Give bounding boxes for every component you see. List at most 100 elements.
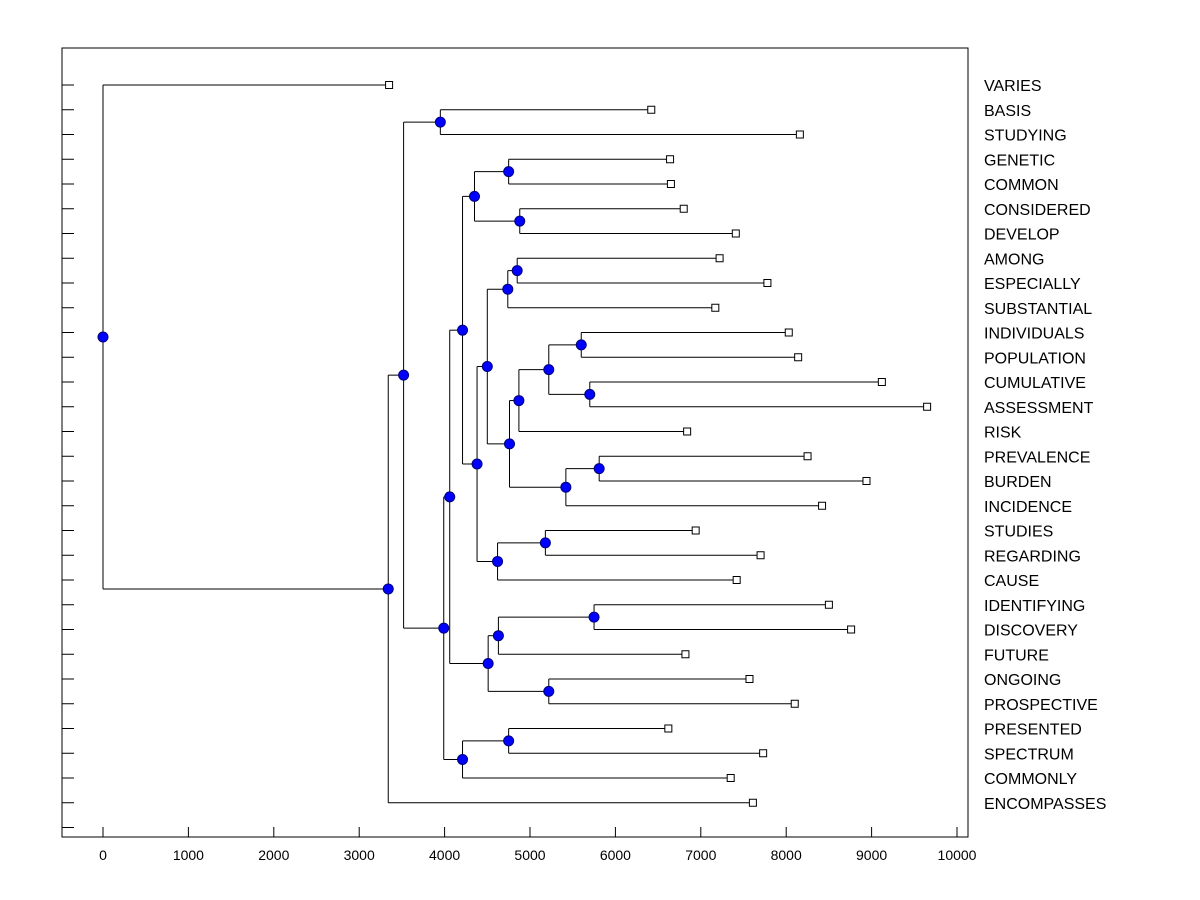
leaf-label-especially: ESPECIALLY (984, 276, 1081, 293)
leaf-label-identifying: IDENTIFYING (984, 598, 1085, 615)
leaf-marker-studies (691, 526, 700, 535)
merge-node-n18 (457, 324, 469, 336)
leaf-label-genetic: GENETIC (984, 152, 1055, 169)
x-tick-label: 1000 (173, 847, 204, 863)
leaf-label-burden: BURDEN (984, 474, 1052, 491)
leaf-label-population: POPULATION (984, 350, 1086, 367)
merge-node-n1 (434, 116, 446, 128)
leaf-marker-ongoing (745, 675, 754, 683)
x-tick-label: 9000 (856, 847, 887, 863)
merge-node-n7 (575, 339, 587, 351)
leaf-label-cause: CAUSE (984, 573, 1039, 590)
merge-node-n9 (543, 364, 555, 376)
leaf-label-common: COMMON (984, 177, 1059, 194)
x-tick-label: 5000 (514, 847, 545, 863)
merge-node-n16 (492, 555, 504, 567)
leaf-marker-burden (862, 477, 871, 485)
leaf-marker-develop (731, 229, 740, 238)
leaf-marker-prospective (790, 699, 799, 708)
leaf-marker-incidence (818, 501, 827, 510)
leaf-marker-spectrum (759, 749, 768, 758)
leaf-label-presented: PRESENTED (984, 722, 1082, 739)
merge-node-n13 (504, 438, 516, 450)
leaf-marker-varies (385, 81, 394, 89)
x-tick-label: 0 (99, 847, 107, 863)
merge-node-n12 (560, 481, 572, 493)
leaf-label-develop: DEVELOP (984, 227, 1060, 244)
leaf-label-ongoing: ONGOING (984, 672, 1061, 689)
leaf-marker-population (794, 353, 803, 362)
merge-node-n3 (514, 215, 526, 227)
leaf-marker-identifying (824, 600, 833, 609)
leaf-label-assessment: ASSESSMENT (984, 400, 1094, 417)
x-tick-label: 8000 (771, 847, 802, 863)
merge-node-n29 (97, 331, 109, 343)
leaf-marker-discovery (847, 625, 856, 634)
leaf-label-among: AMONG (984, 251, 1044, 268)
leaf-marker-cause (732, 576, 741, 584)
leaf-marker-regarding (756, 551, 765, 560)
leaf-marker-among (715, 254, 724, 263)
y-axis-ticks (62, 84, 74, 828)
leaf-label-individuals: INDIVIDUALS (984, 326, 1084, 343)
leaf-label-incidence: INCIDENCE (984, 499, 1072, 516)
merge-node-n22 (482, 658, 494, 670)
merge-node-n27 (398, 369, 410, 381)
leaf-label-spectrum: SPECTRUM (984, 746, 1074, 763)
leaf-marker-substantial (711, 303, 720, 312)
leaf-label-varies: VARIES (984, 78, 1042, 95)
merge-node-n5 (511, 265, 523, 277)
leaf-marker-encompasses (748, 798, 757, 807)
merge-node-n28 (382, 583, 394, 595)
leaf-label-studying: STUDYING (984, 128, 1067, 145)
leaf-label-commonly: COMMONLY (984, 771, 1077, 788)
leaf-marker-considered (679, 204, 688, 213)
merge-node-n17 (471, 458, 483, 470)
leaf-marker-studying (795, 130, 804, 139)
merge-node-n11 (593, 463, 605, 475)
leaf-label-substantial: SUBSTANTIAL (984, 301, 1092, 318)
leaf-marker-common (666, 180, 675, 188)
leaf-marker-genetic (666, 155, 675, 164)
leaf-label-cumulative: CUMULATIVE (984, 375, 1086, 392)
merge-node-markers (97, 116, 605, 765)
leaf-marker-commonly (726, 774, 735, 782)
leaf-marker-presented (664, 724, 673, 733)
leaf-marker-future (681, 650, 690, 659)
x-axis: 0 1000 2000 3000 4000 5000 6000 7000 8000 9000 100… (99, 827, 977, 863)
leaf-label-basis: BASIS (984, 103, 1031, 120)
leaf-marker-risk (683, 427, 692, 436)
leaf-marker-basis (647, 105, 656, 114)
merge-node-n2 (503, 166, 515, 178)
leaf-label-regarding: REGARDING (984, 548, 1081, 565)
leaf-label-encompasses: ENCOMPASSES (984, 796, 1106, 813)
merge-node-n20 (492, 630, 504, 642)
merge-node-n8 (584, 388, 596, 400)
leaf-label-considered: CONSIDERED (984, 202, 1091, 219)
leaf-label-future: FUTURE (984, 647, 1049, 664)
leaf-label-risk: RISK (984, 425, 1022, 442)
plot-frame (61, 47, 969, 838)
x-tick-label: 10000 (938, 847, 977, 863)
leaf-label-discovery: DISCOVERY (984, 623, 1078, 640)
x-tick-label: 4000 (429, 847, 460, 863)
leaf-labels: VARIES BASIS STUDYING GENETIC COMMON CONSIDER… (984, 78, 1106, 813)
x-tick-label: 7000 (685, 847, 716, 863)
x-tick-label: 2000 (258, 847, 289, 863)
merge-node-n25 (457, 753, 469, 765)
merge-node-n10 (513, 395, 525, 407)
merge-node-n23 (444, 491, 456, 503)
merge-node-n19 (588, 611, 600, 623)
leaf-label-prevalence: PREVALENCE (984, 449, 1090, 466)
x-tick-label: 6000 (600, 847, 631, 863)
leaf-marker-prevalence (803, 452, 812, 461)
leaf-marker-especially (763, 279, 772, 287)
leaf-label-studies: STUDIES (984, 524, 1053, 541)
x-tick-label: 3000 (344, 847, 375, 863)
merge-node-n14 (481, 361, 493, 373)
leaf-marker-assessment (923, 402, 932, 411)
leaf-markers (385, 81, 932, 807)
leaf-marker-cumulative (877, 378, 886, 386)
merge-node-n6 (502, 283, 514, 295)
